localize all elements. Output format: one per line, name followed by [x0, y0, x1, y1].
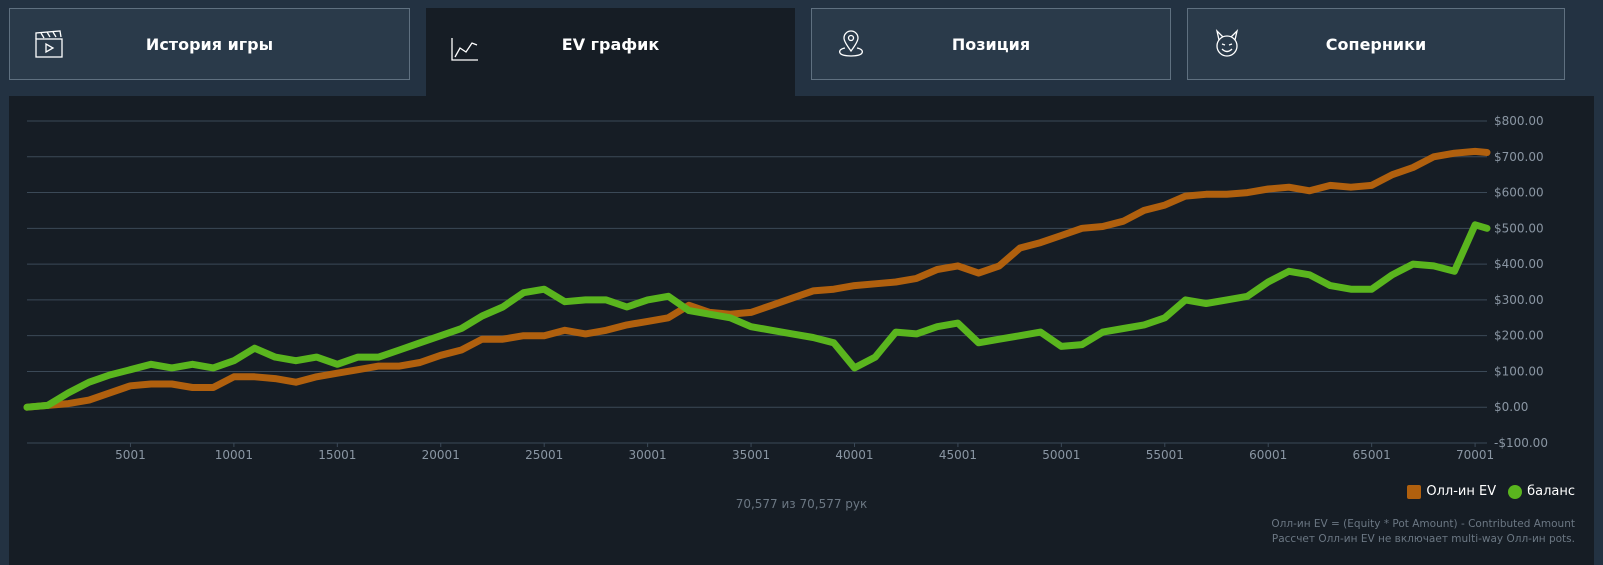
tab-label: EV график: [561, 35, 660, 54]
ev-chart-panel: [9, 96, 1594, 565]
x-tick-label: 20001: [422, 448, 460, 462]
x-tick-label: 65001: [1353, 448, 1391, 462]
y-tick-label: $300.00: [1494, 293, 1544, 307]
y-tick-label: $200.00: [1494, 329, 1544, 343]
legend-item-balance[interactable]: баланс: [1508, 484, 1575, 499]
y-tick-label: -$100.00: [1494, 436, 1548, 450]
y-tick-label: $800.00: [1494, 114, 1544, 128]
y-tick-label: $600.00: [1494, 186, 1544, 200]
y-tick-label: $400.00: [1494, 257, 1544, 271]
chart-legend: Олл-ин EV баланс: [1407, 484, 1575, 499]
tab-game-history[interactable]: История игры: [9, 8, 410, 80]
series-line-balance: [23, 221, 1491, 411]
series-line-ev: [23, 147, 1491, 411]
x-tick-label: 30001: [629, 448, 667, 462]
x-tick-label: 60001: [1249, 448, 1287, 462]
legend-label-ev: Олл-ин EV: [1426, 484, 1497, 499]
devil-face-icon: [1215, 28, 1239, 57]
x-tick-label: 15001: [318, 448, 356, 462]
x-tick-label: 55001: [1146, 448, 1184, 462]
legend-swatch-ev: [1407, 484, 1422, 499]
legend-label-balance: баланс: [1527, 484, 1575, 499]
x-tick-label: 40001: [835, 448, 873, 462]
line-chart-icon: [451, 38, 478, 61]
legend-item-ev[interactable]: Олл-ин EV: [1407, 484, 1496, 499]
tab-label: Позиция: [951, 34, 1031, 54]
multiway-note: Рассчет Олл-ин EV не включает multi-way …: [1271, 533, 1575, 545]
y-tick-label: $100.00: [1494, 364, 1544, 378]
tab-opponents[interactable]: Соперники: [1187, 8, 1565, 80]
x-tick-label: 10001: [215, 448, 253, 462]
hands-count-caption: 70,577 из 70,577 рук: [735, 497, 868, 511]
x-tick-label: 70001: [1456, 448, 1494, 462]
tab-label: История игры: [145, 34, 274, 54]
y-tick-label: $700.00: [1494, 150, 1544, 164]
y-tick-label: $500.00: [1494, 221, 1544, 235]
tab-ev-graph[interactable]: EV график: [426, 8, 795, 96]
tab-label: Соперники: [1325, 34, 1427, 54]
x-tick-label: 45001: [939, 448, 977, 462]
y-tick-label: $0.00: [1494, 400, 1528, 414]
x-tick-label: 35001: [732, 448, 770, 462]
location-pin-icon: [839, 30, 863, 57]
legend-swatch-balance: [1508, 484, 1523, 499]
ev-formula-note: Олл-ин EV = (Equity * Pot Amount) - Cont…: [1271, 518, 1575, 530]
tab-position[interactable]: Позиция: [811, 8, 1171, 80]
x-tick-label: 50001: [1042, 448, 1080, 462]
x-tick-label: 5001: [115, 448, 146, 462]
x-tick-label: 25001: [525, 448, 563, 462]
clapperboard-icon: [35, 30, 63, 58]
